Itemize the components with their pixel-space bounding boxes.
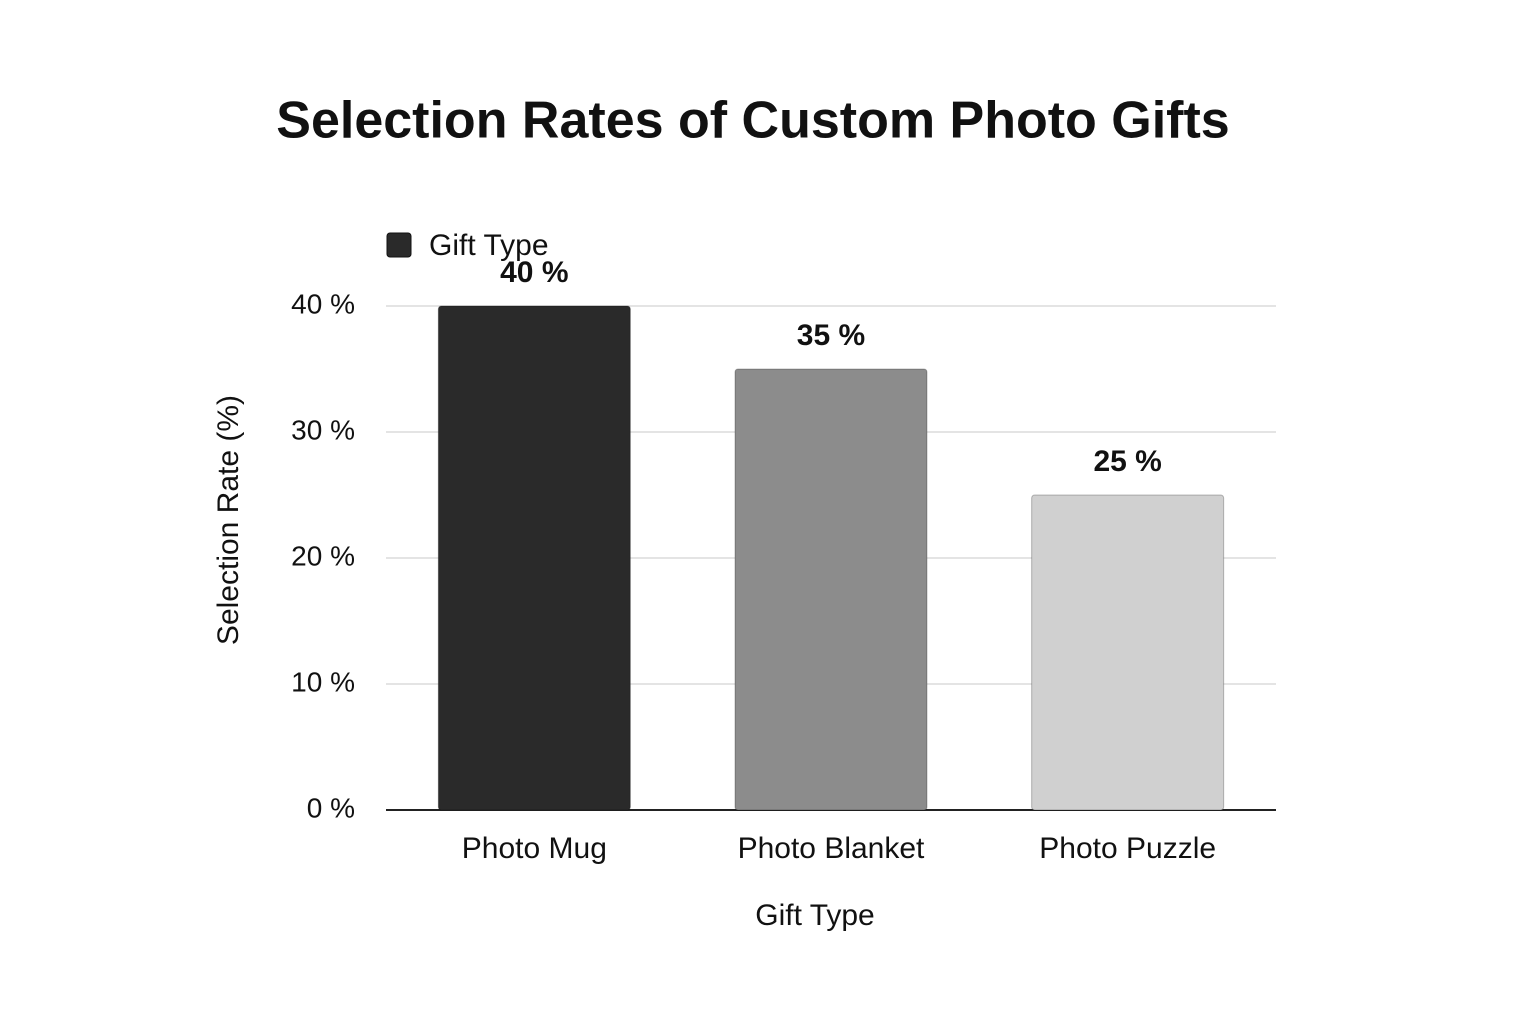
- legend-label: Gift Type: [429, 229, 549, 262]
- x-tick-label: Photo Blanket: [738, 832, 925, 865]
- x-tick-label: Photo Puzzle: [1039, 832, 1216, 865]
- bar: [734, 368, 928, 811]
- y-axis-label: Selection Rate (%): [212, 395, 245, 645]
- y-tick-label: 40 %: [291, 288, 355, 319]
- chart-title: Selection Rates of Custom Photo Gifts: [276, 92, 1229, 150]
- bar: [437, 305, 631, 811]
- x-axis-label: Gift Type: [755, 899, 875, 932]
- y-tick-label: 30 %: [291, 414, 355, 445]
- data-label: 40 %: [500, 256, 568, 289]
- y-tick-label: 20 %: [291, 540, 355, 571]
- data-label: 35 %: [797, 319, 865, 352]
- y-tick-label: 10 %: [291, 666, 355, 697]
- x-tick-label: Photo Mug: [462, 832, 607, 865]
- legend-swatch: [386, 232, 412, 258]
- bar: [1031, 494, 1225, 811]
- data-label: 25 %: [1093, 445, 1161, 478]
- y-tick-label: 0 %: [307, 792, 355, 823]
